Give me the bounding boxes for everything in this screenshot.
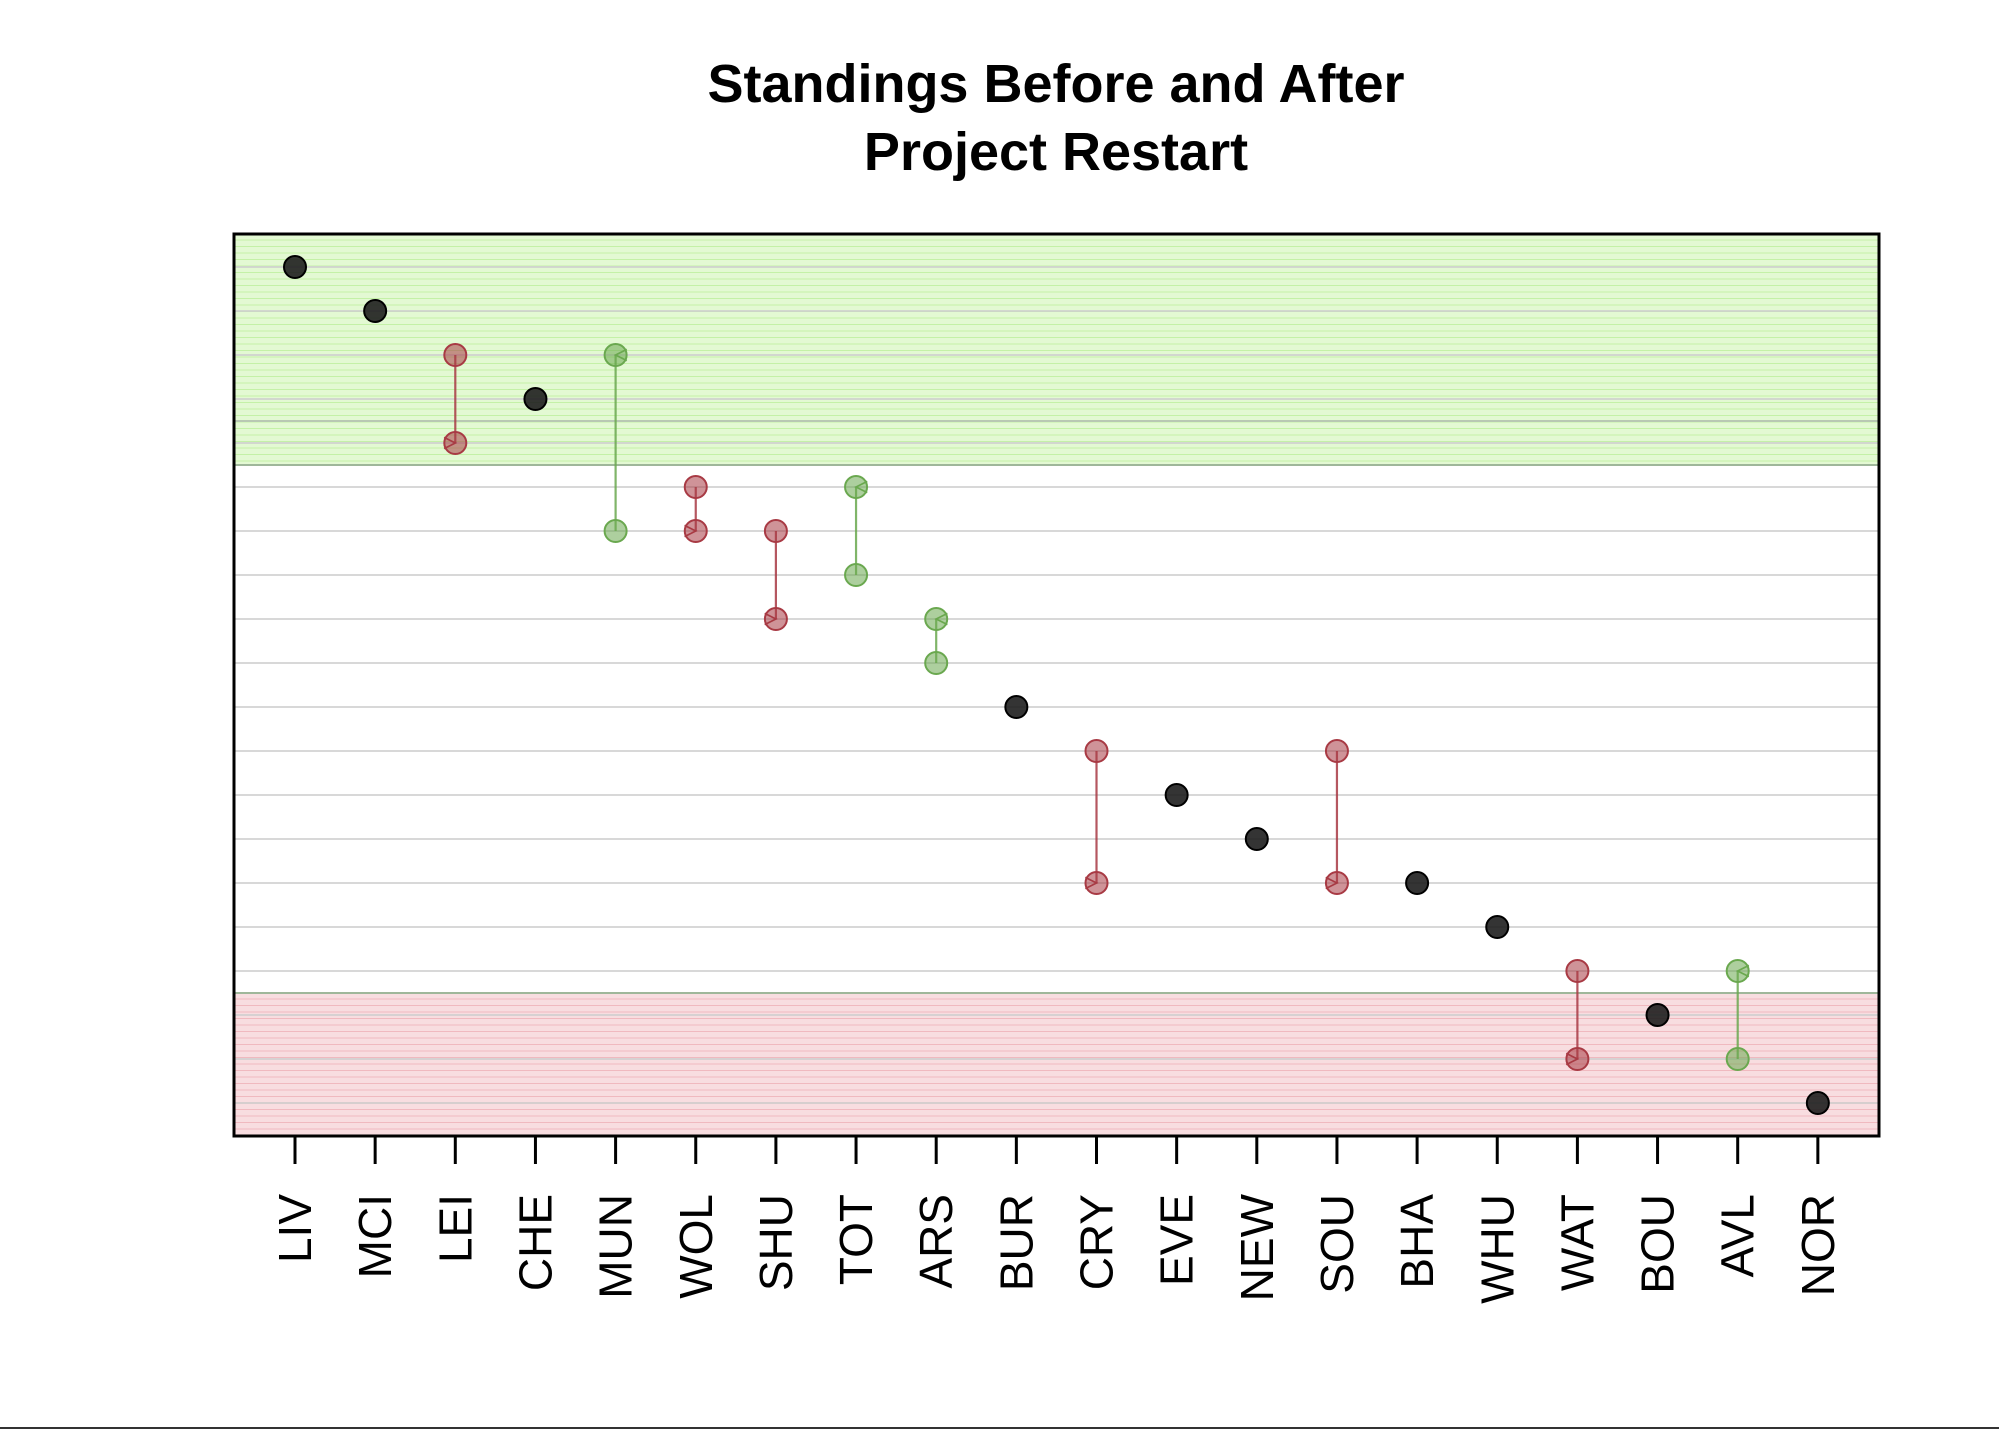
x-tick-label: WAT — [1551, 1194, 1603, 1291]
x-tick-label: MUN — [590, 1194, 642, 1299]
point-before-cry — [1084, 739, 1109, 763]
x-tick-label: BUR — [990, 1194, 1042, 1291]
point-before-tot — [844, 563, 869, 587]
x-tick-label: TOT — [830, 1194, 882, 1285]
point-after-wat — [1565, 1047, 1590, 1071]
x-tick-label: CRY — [1071, 1194, 1123, 1290]
x-tick-label: SHU — [750, 1194, 802, 1291]
x-tick-label: ARS — [910, 1194, 962, 1289]
point-nor — [1805, 1091, 1830, 1115]
x-tick-label: CHE — [509, 1194, 561, 1291]
point-before-mun — [603, 519, 628, 543]
chart-title: Standings Before and After Project Resta… — [0, 50, 1999, 186]
point-bur — [1004, 695, 1029, 719]
x-tick-label: BHA — [1391, 1194, 1443, 1289]
point-after-shu — [763, 607, 788, 631]
chart-title-line-1: Standings Before and After — [707, 54, 1405, 114]
point-new — [1244, 827, 1269, 851]
point-che — [523, 387, 548, 411]
x-tick-label: WHU — [1471, 1194, 1523, 1304]
x-tick-label: LEI — [429, 1194, 481, 1263]
x-tick-label: BOU — [1632, 1194, 1684, 1294]
point-after-ars — [924, 607, 949, 631]
change-arrows — [443, 348, 1750, 1066]
point-whu — [1485, 915, 1510, 939]
x-tick-label: EVE — [1151, 1194, 1203, 1286]
point-after-cry — [1084, 871, 1109, 895]
point-after-mun — [603, 343, 628, 367]
point-after-sou — [1324, 871, 1349, 895]
band-layer — [234, 234, 1879, 1136]
data-points — [283, 255, 1830, 1115]
point-before-sou — [1324, 739, 1349, 763]
x-tick-label: NOR — [1792, 1194, 1844, 1296]
point-bha — [1405, 871, 1430, 895]
plot-frame — [232, 232, 1881, 1138]
x-tick-label: LIV — [269, 1194, 321, 1263]
point-after-lei — [443, 431, 468, 455]
point-eve — [1164, 783, 1189, 807]
point-bou — [1645, 1003, 1670, 1027]
bottom-rule — [0, 1427, 1999, 1429]
point-liv — [283, 255, 307, 279]
grid-layer — [234, 266, 1879, 1104]
point-before-wat — [1565, 959, 1590, 983]
x-tick-label: SOU — [1311, 1194, 1363, 1294]
x-tick-label: WOL — [670, 1194, 722, 1299]
point-mci — [363, 299, 388, 323]
point-before-ars — [924, 651, 949, 675]
band-0 — [234, 234, 1879, 465]
x-axis: LIV MCI LEI CHE MUN WOL SHU TOT ARS BUR CRY EVE NEW S… — [269, 1136, 1844, 1304]
point-before-lei — [443, 343, 468, 367]
x-tick-label: NEW — [1231, 1193, 1283, 1301]
point-before-wol — [683, 475, 708, 499]
chart-title-line-2: Project Restart — [863, 122, 1249, 182]
point-before-avl — [1725, 1047, 1750, 1071]
x-tick-label: MCI — [349, 1194, 401, 1278]
point-after-tot — [844, 475, 869, 499]
point-after-wol — [683, 519, 708, 543]
point-before-shu — [763, 519, 788, 543]
x-tick-label: AVL — [1712, 1194, 1764, 1278]
point-after-avl — [1725, 959, 1750, 983]
